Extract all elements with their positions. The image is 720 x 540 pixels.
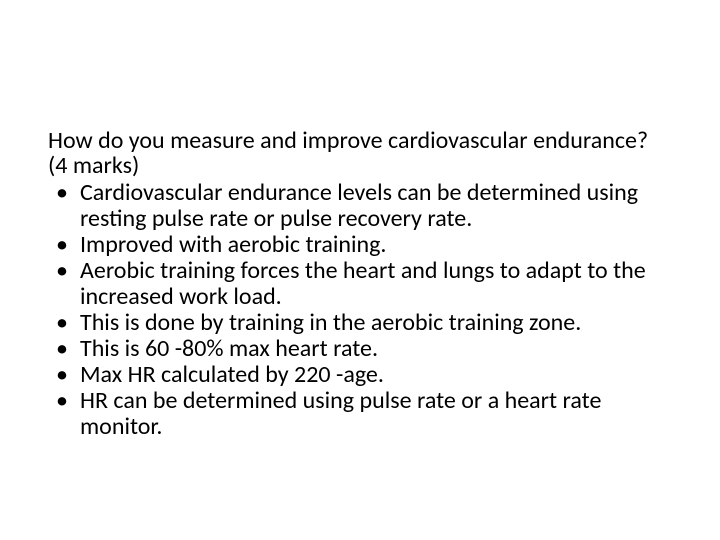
list-item: Aerobic training forces the heart and lu… <box>80 258 672 310</box>
list-item: This is 60 -80% max heart rate. <box>80 336 672 362</box>
question-text: How do you measure and improve cardiovas… <box>48 128 672 178</box>
bullet-list: Cardiovascular endurance levels can be d… <box>48 180 672 439</box>
list-item: Max HR calculated by 220 -age. <box>80 362 672 388</box>
list-item: HR can be determined using pulse rate or… <box>80 388 672 440</box>
list-item: Improved with aerobic training. <box>80 232 672 258</box>
list-item: This is done by training in the aerobic … <box>80 310 672 336</box>
list-item: Cardiovascular endurance levels can be d… <box>80 180 672 232</box>
slide: How do you measure and improve cardiovas… <box>0 0 720 540</box>
